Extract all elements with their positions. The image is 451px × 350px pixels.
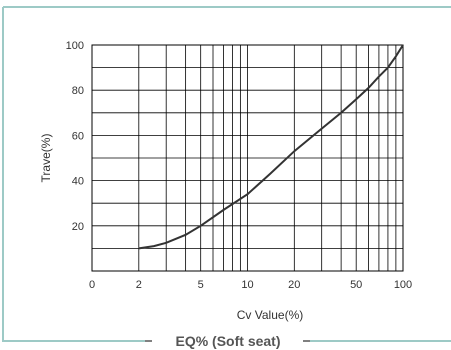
x-tick-label: 5 — [198, 279, 204, 291]
frame-border — [2, 6, 451, 342]
series-line — [138, 44, 404, 250]
x-tick-label: 2 — [136, 279, 142, 291]
x-tick-label: 100 — [394, 279, 412, 291]
y-tick-label: 40 — [72, 176, 84, 188]
tick-labels: 0 2 5 10 20 50 100 20 40 60 80 100 — [66, 40, 413, 291]
plot-border — [91, 44, 404, 272]
y-tick-label: 20 — [72, 221, 84, 233]
x-axis-label: Cv Value(%) — [237, 308, 303, 322]
y-axis-label: Trave(%) — [39, 134, 53, 183]
y-tick-label: 100 — [66, 40, 84, 52]
chart-title: EQ% (Soft seat) — [175, 333, 280, 349]
x-tick-label: 20 — [288, 279, 300, 291]
x-tick-label: 10 — [241, 279, 253, 291]
y-tick-label: 80 — [72, 85, 84, 97]
x-tick-label: 50 — [350, 279, 362, 291]
x-tick-label: 0 — [89, 279, 95, 291]
y-tick-label: 60 — [72, 130, 84, 142]
grid — [91, 45, 404, 271]
